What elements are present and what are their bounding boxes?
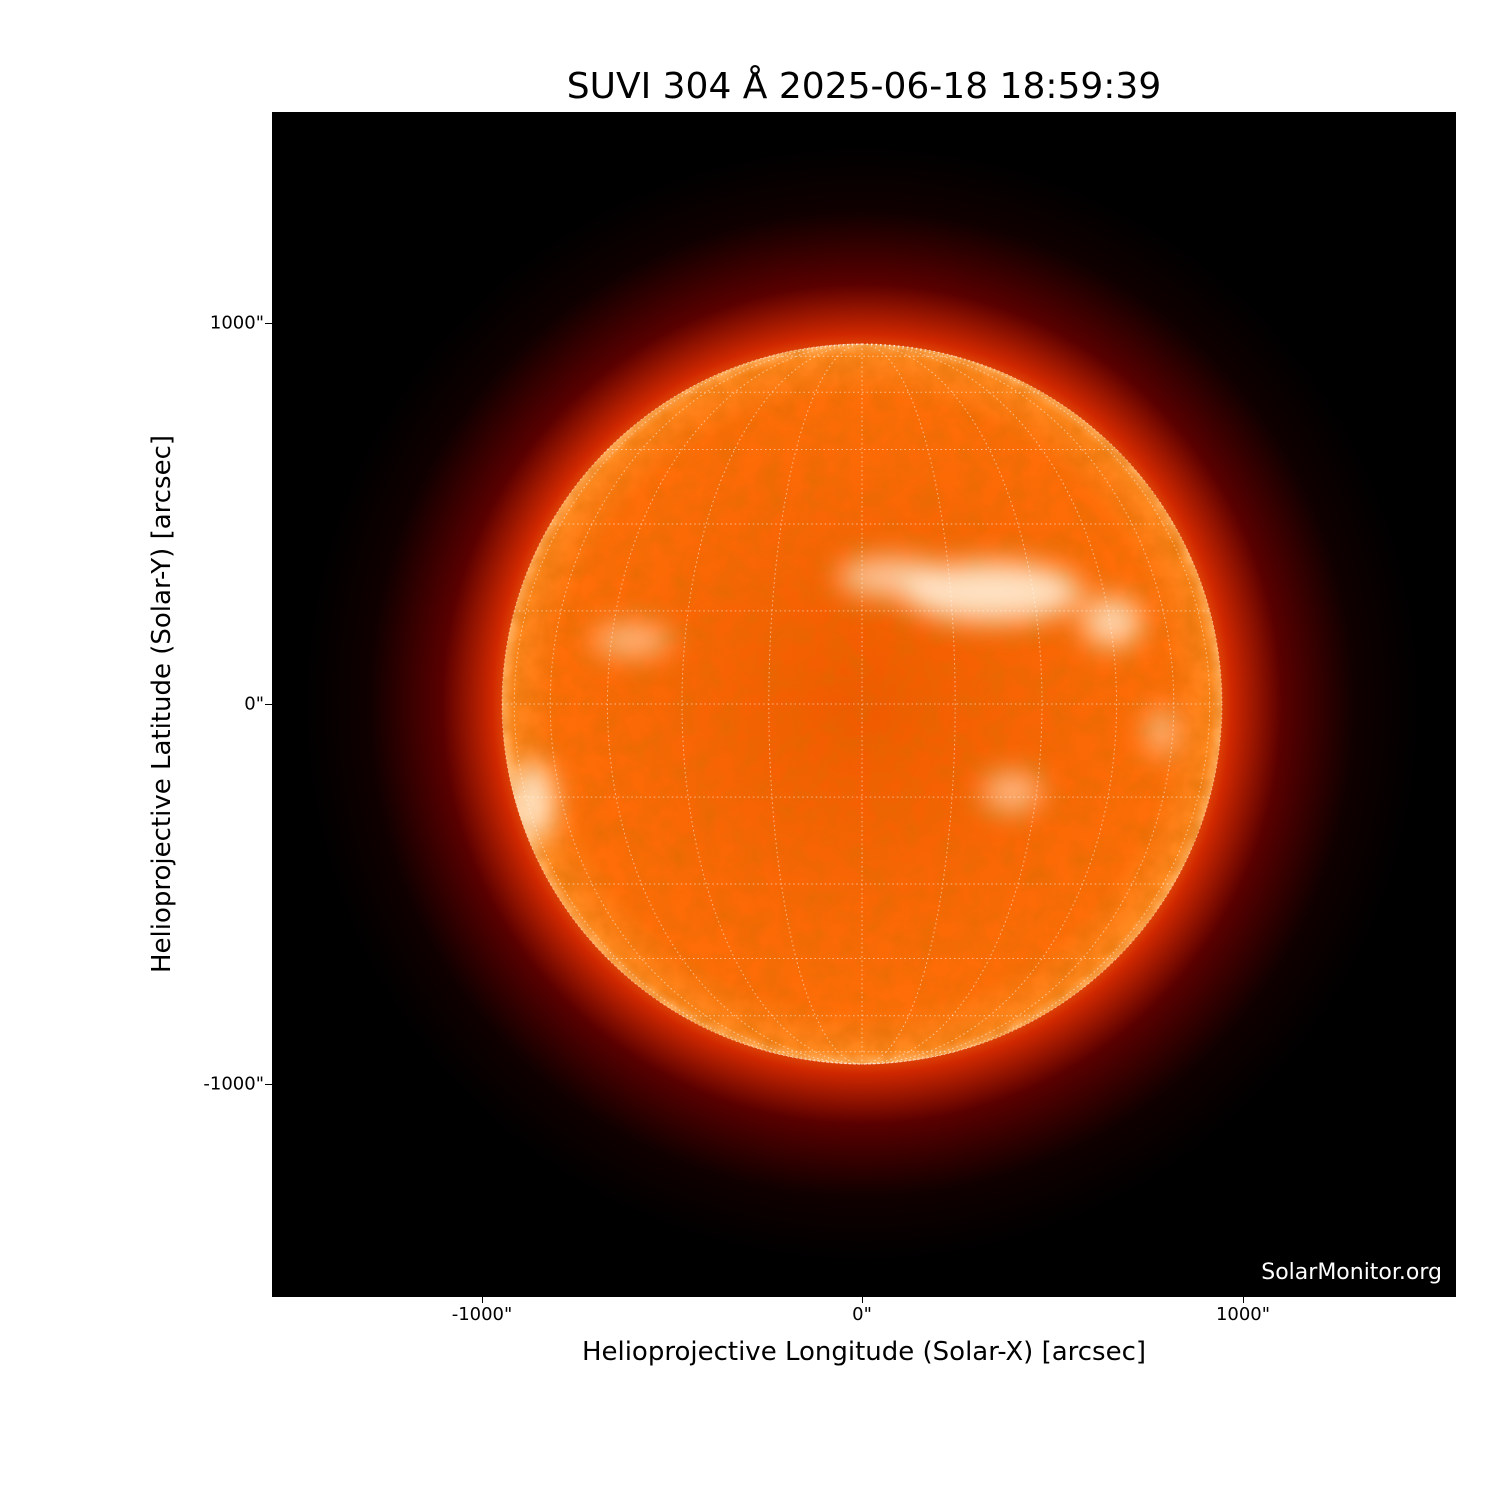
x-tick-mark — [1243, 1297, 1244, 1303]
x-tick-mark — [862, 1297, 863, 1303]
plot-title: SUVI 304 Å 2025-06-18 18:59:39 — [566, 66, 1162, 107]
sun-image — [272, 112, 1456, 1297]
x-tick-mark — [482, 1297, 483, 1303]
heliographic-grid — [501, 343, 1223, 1065]
longitude-line — [513, 343, 863, 1065]
x-tick-label: 0" — [852, 1304, 872, 1325]
longitude-line — [861, 343, 956, 1065]
y-tick-label: 1000" — [209, 312, 264, 334]
longitude-line — [861, 343, 1118, 1065]
y-tick-mark — [265, 1084, 272, 1085]
watermark: SolarMonitor.org — [1261, 1260, 1442, 1285]
y-tick-label: 0" — [244, 693, 264, 715]
longitude-line — [549, 343, 863, 1065]
x-tick-label: -1000" — [451, 1304, 513, 1325]
longitude-line — [861, 343, 1175, 1065]
longitude-line — [861, 343, 1211, 1065]
solar-image-panel: SolarMonitor.org — [272, 112, 1456, 1297]
y-tick-mark — [265, 704, 272, 705]
longitude-line — [768, 343, 863, 1065]
y-tick-label: -1000" — [203, 1073, 264, 1095]
limb-line — [501, 343, 1223, 1065]
x-tick-label: 1000" — [1215, 1304, 1271, 1325]
x-axis-label: Helioprojective Longitude (Solar-X) [arc… — [581, 1337, 1147, 1367]
y-tick-mark — [265, 323, 272, 324]
y-axis-label: Helioprojective Latitude (Solar-Y) [arcs… — [147, 434, 177, 974]
longitude-line — [606, 343, 863, 1065]
